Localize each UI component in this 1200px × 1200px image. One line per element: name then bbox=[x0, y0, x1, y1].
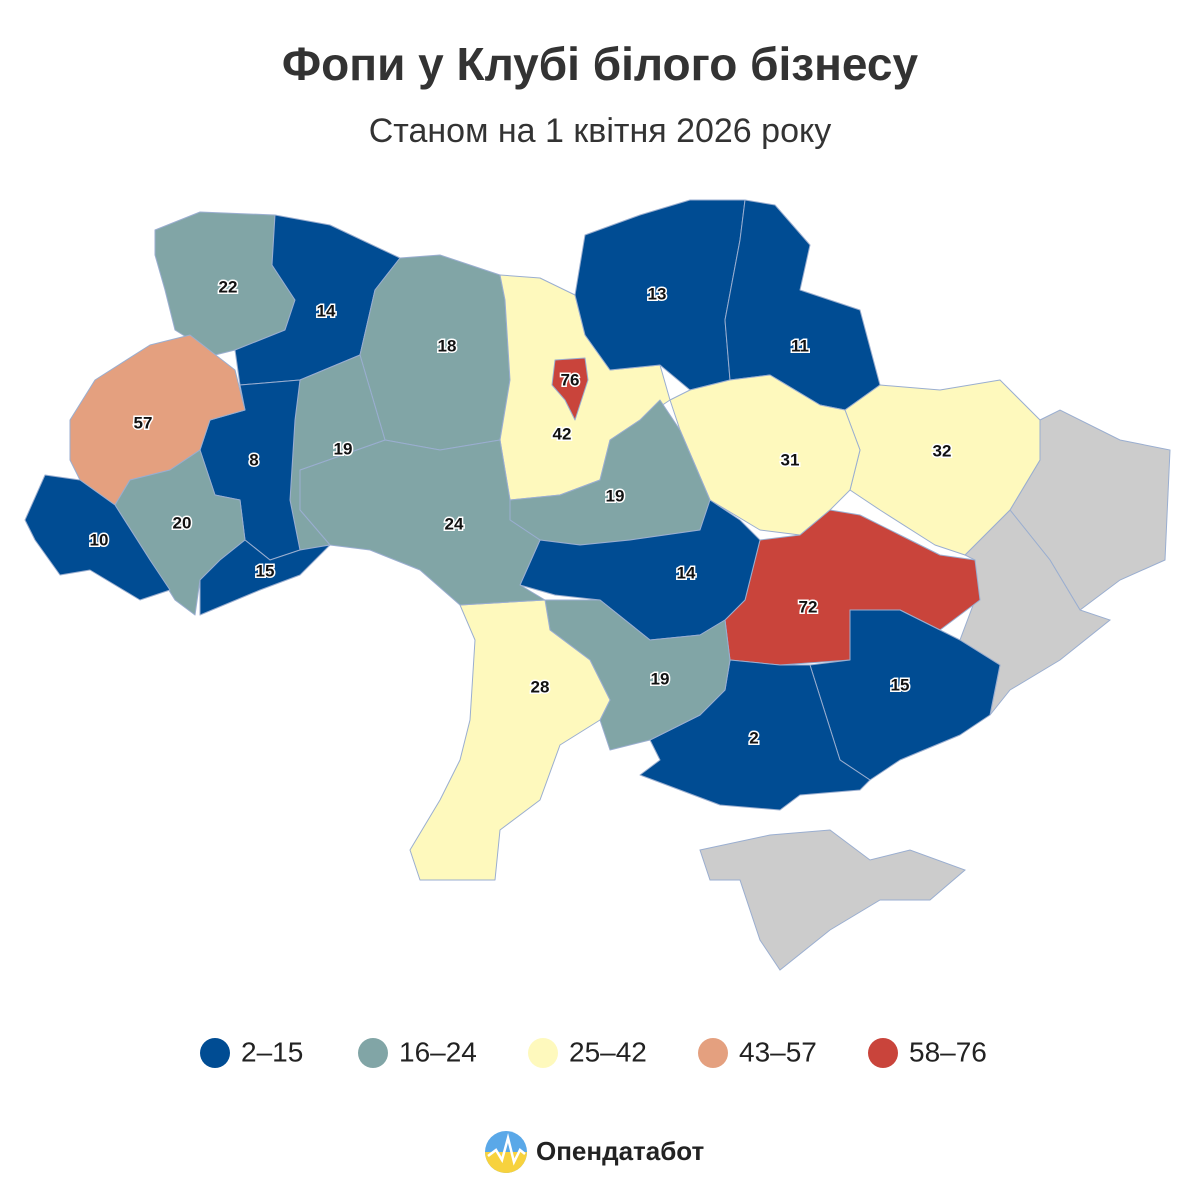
occupied-areas bbox=[699, 409, 1171, 971]
region-label: 8 bbox=[249, 450, 258, 469]
region bbox=[199, 539, 331, 616]
region-label: 28 bbox=[531, 677, 550, 696]
region-label: 19 bbox=[606, 486, 625, 505]
region-label: 42 bbox=[553, 424, 572, 443]
region-label: 15 bbox=[891, 675, 910, 694]
region-label: 76 bbox=[561, 370, 580, 389]
region-label: 18 bbox=[438, 336, 457, 355]
region-label: 19 bbox=[334, 439, 353, 458]
title: Фопи у Клубі білого бізнесу bbox=[282, 38, 919, 90]
regions bbox=[24, 199, 1041, 881]
region-label: 14 bbox=[317, 301, 336, 320]
region bbox=[519, 499, 761, 641]
legend-label: 25–42 bbox=[569, 1036, 647, 1067]
legend-label: 16–24 bbox=[399, 1036, 477, 1067]
region bbox=[409, 599, 611, 881]
region-label: 19 bbox=[651, 669, 670, 688]
region-label: 11 bbox=[791, 336, 809, 355]
legend: 2–15 16–24 25–42 43–57 58–76 bbox=[200, 1036, 987, 1068]
legend-label: 58–76 bbox=[909, 1036, 987, 1067]
region-labels: 22 14 18 42 76 13 11 32 31 19 72 14 15 2 19 28 24 19 8 57 20… bbox=[88, 276, 953, 749]
region-label: 24 bbox=[445, 514, 464, 533]
legend-label: 43–57 bbox=[739, 1036, 817, 1067]
brand: Опендатабот bbox=[485, 1131, 705, 1173]
occupied-area bbox=[699, 829, 966, 971]
region-label: 14 bbox=[677, 563, 696, 582]
brand-logo bbox=[485, 1152, 527, 1173]
brand-name: Опендатабот bbox=[536, 1136, 705, 1166]
region-label: 10 bbox=[90, 530, 109, 549]
legend-swatch bbox=[200, 1038, 230, 1068]
region-label: 20 bbox=[173, 513, 192, 532]
region-label: 22 bbox=[219, 277, 238, 296]
region bbox=[359, 254, 511, 451]
brand-logo bbox=[487, 1133, 526, 1166]
region bbox=[24, 474, 171, 601]
region-label: 15 bbox=[256, 561, 275, 580]
legend-label: 2–15 bbox=[241, 1036, 303, 1067]
region-label: 72 bbox=[799, 597, 818, 616]
region-label: 31 bbox=[781, 450, 800, 469]
legend-swatch bbox=[358, 1038, 388, 1068]
legend-swatch bbox=[528, 1038, 558, 1068]
region-label: 57 bbox=[134, 413, 153, 432]
region-label: 32 bbox=[933, 441, 952, 460]
legend-swatch bbox=[698, 1038, 728, 1068]
region-label: 2 bbox=[749, 728, 758, 747]
region bbox=[551, 357, 589, 421]
subtitle: Станом на 1 квітня 2026 року bbox=[369, 112, 832, 150]
legend-swatch bbox=[868, 1038, 898, 1068]
region-label: 13 bbox=[648, 284, 667, 303]
